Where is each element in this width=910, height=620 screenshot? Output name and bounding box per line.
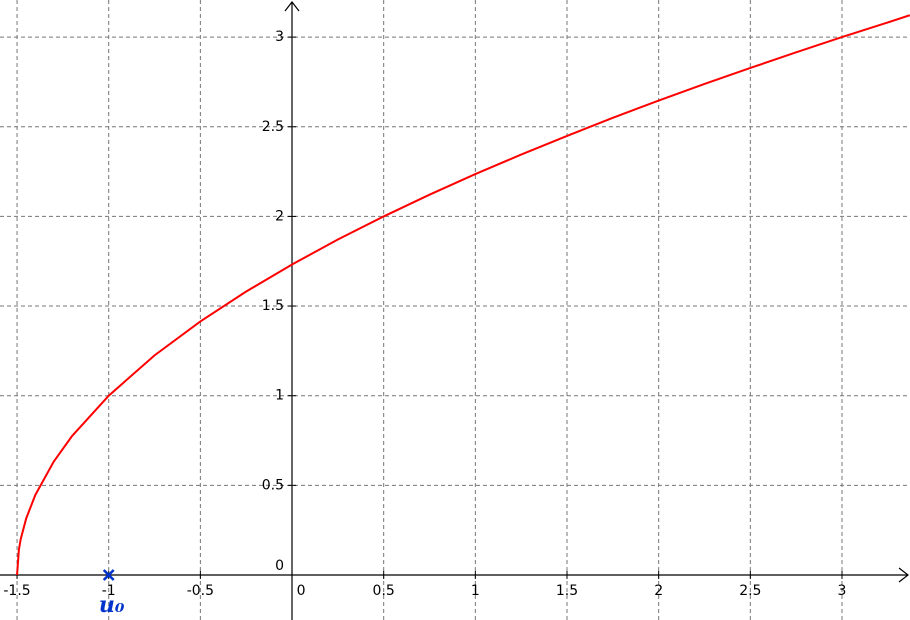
y-tick-label: 3 [275,29,284,45]
y-axis-arrow [284,1,300,12]
x-tick-label: 2 [654,583,663,599]
x-tick-label: 1.5 [556,583,578,599]
y-tick-label: 1.5 [262,298,284,314]
x-tick-label: -1 [102,583,116,599]
y-tick-label: 0.5 [262,477,284,493]
point-marker [102,569,115,581]
x-tick-label: 2.5 [739,583,761,599]
x-tick-label: -1.5 [3,583,30,599]
curve [16,14,910,576]
y-tick-label: 2 [275,208,284,224]
x-axis-arrow [898,567,909,583]
x-tick-label: 1 [471,583,480,599]
y-tick-label: 2.5 [262,119,284,135]
point-label: u₀ [99,592,125,618]
cross-stroke [102,569,115,581]
x-tick-label: 0.5 [373,583,395,599]
x-tick-label: 0 [297,583,306,599]
x-tick-label: -0.5 [187,583,214,599]
y-tick-label: 1 [275,388,284,404]
y-tick-label: 0 [275,558,284,574]
x-tick-label: 3 [838,583,847,599]
